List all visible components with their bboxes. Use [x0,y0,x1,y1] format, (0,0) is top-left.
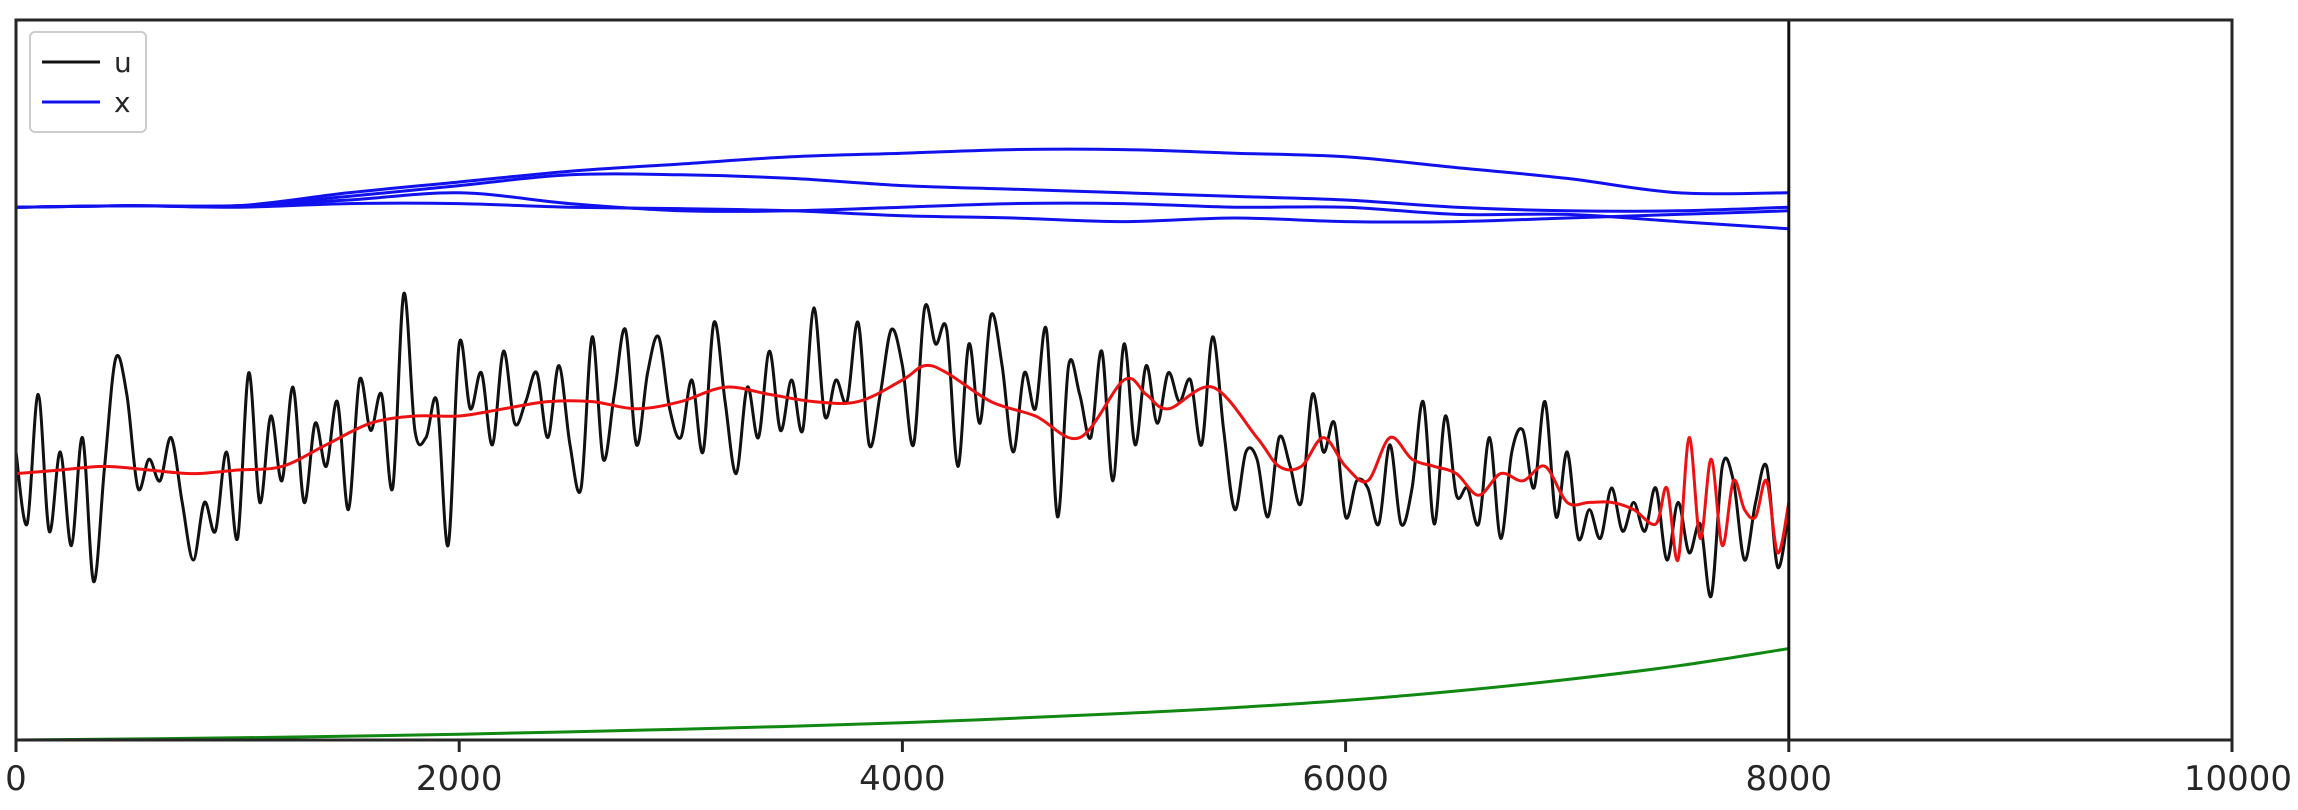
x-axis: 0 2000 4000 6000 8000 10000 [5,740,2292,799]
x-tick-label: 6000 [1302,759,1389,799]
series-u-smoothed-line [16,363,1791,562]
series-x-line-3 [16,191,1789,231]
x-tick-label: 0 [5,759,27,799]
x-tick-label: 2000 [416,759,503,799]
legend: ux [29,31,147,133]
series-x-line-4 [16,201,1789,224]
series-2-line [16,647,1790,740]
x-tick-label: 10000 [2184,759,2292,799]
legend-label-x: x [114,86,131,119]
x-tick-label: 8000 [1746,759,1833,799]
series-x-line-1 [16,147,1789,209]
plot-frame [14,18,2234,742]
series-x-line-2 [16,172,1789,213]
legend-label-u: u [114,46,132,79]
plot-lines [16,20,1791,740]
x-tick-label: 4000 [859,759,946,799]
series-u-line [16,292,1791,599]
legend-box [29,31,147,133]
